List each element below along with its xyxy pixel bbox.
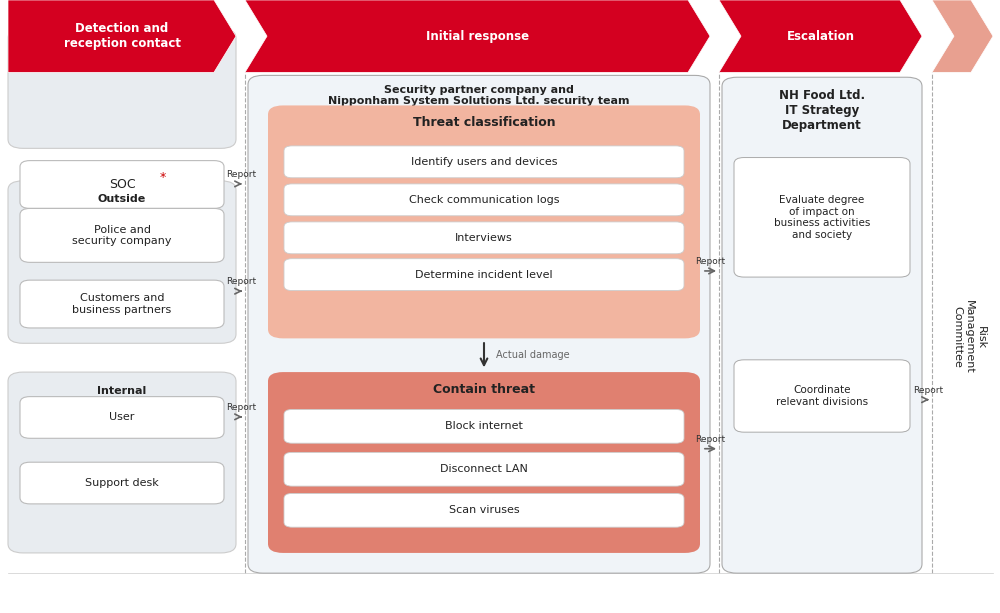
FancyBboxPatch shape xyxy=(284,259,684,291)
FancyBboxPatch shape xyxy=(20,397,224,438)
Text: Block internet: Block internet xyxy=(445,421,523,432)
Text: Report: Report xyxy=(226,403,257,412)
FancyBboxPatch shape xyxy=(268,372,700,553)
Text: Risk
Management
Committee: Risk Management Committee xyxy=(952,300,986,374)
Text: Coordinate
relevant divisions: Coordinate relevant divisions xyxy=(776,385,868,407)
Text: Security partner company and
Nipponham System Solutions Ltd. security team: Security partner company and Nipponham S… xyxy=(328,85,630,106)
FancyBboxPatch shape xyxy=(284,452,684,486)
FancyBboxPatch shape xyxy=(284,146,684,178)
Text: Security partner company: Security partner company xyxy=(41,42,203,52)
FancyBboxPatch shape xyxy=(248,75,710,573)
FancyBboxPatch shape xyxy=(284,222,684,254)
Text: Report: Report xyxy=(226,170,257,179)
FancyBboxPatch shape xyxy=(284,184,684,216)
Polygon shape xyxy=(719,0,922,72)
FancyBboxPatch shape xyxy=(20,462,224,504)
Text: Scan viruses: Scan viruses xyxy=(449,505,519,516)
Text: Identify users and devices: Identify users and devices xyxy=(411,157,557,167)
Text: NH Food Ltd.
IT Strategy
Department: NH Food Ltd. IT Strategy Department xyxy=(779,89,865,132)
FancyBboxPatch shape xyxy=(734,360,910,432)
Text: Actual damage: Actual damage xyxy=(496,350,570,360)
Text: Report: Report xyxy=(695,257,726,266)
Text: Initial response: Initial response xyxy=(426,29,529,43)
Text: Outside: Outside xyxy=(98,194,146,204)
Text: Customers and
business partners: Customers and business partners xyxy=(72,293,172,315)
FancyBboxPatch shape xyxy=(8,372,236,553)
FancyBboxPatch shape xyxy=(734,158,910,277)
FancyBboxPatch shape xyxy=(20,280,224,328)
Text: User: User xyxy=(109,413,135,422)
Text: *: * xyxy=(160,170,166,184)
Text: Police and
security company: Police and security company xyxy=(72,224,172,246)
Text: Disconnect LAN: Disconnect LAN xyxy=(440,464,528,474)
FancyBboxPatch shape xyxy=(268,105,700,338)
FancyBboxPatch shape xyxy=(20,161,224,208)
Text: Report: Report xyxy=(695,435,726,444)
FancyBboxPatch shape xyxy=(284,493,684,527)
Text: Check communication logs: Check communication logs xyxy=(409,195,559,205)
Text: Threat classification: Threat classification xyxy=(413,116,555,129)
Text: Report: Report xyxy=(913,386,943,395)
Text: Determine incident level: Determine incident level xyxy=(415,270,553,280)
Text: SOC: SOC xyxy=(109,178,135,191)
FancyBboxPatch shape xyxy=(8,181,236,343)
FancyBboxPatch shape xyxy=(8,29,236,148)
Text: Internal: Internal xyxy=(97,386,147,395)
Text: Escalation: Escalation xyxy=(786,29,854,43)
Polygon shape xyxy=(245,0,710,72)
Text: Contain threat: Contain threat xyxy=(433,383,535,396)
Text: Interviews: Interviews xyxy=(455,233,513,243)
Polygon shape xyxy=(932,0,993,72)
Text: Evaluate degree
of impact on
business activities
and society: Evaluate degree of impact on business ac… xyxy=(774,195,870,240)
Polygon shape xyxy=(8,0,236,72)
Text: Support desk: Support desk xyxy=(85,478,159,488)
Text: Detection and
reception contact: Detection and reception contact xyxy=(64,22,180,50)
FancyBboxPatch shape xyxy=(284,409,684,443)
FancyBboxPatch shape xyxy=(722,77,922,573)
FancyBboxPatch shape xyxy=(20,208,224,262)
Text: Report: Report xyxy=(226,277,257,286)
